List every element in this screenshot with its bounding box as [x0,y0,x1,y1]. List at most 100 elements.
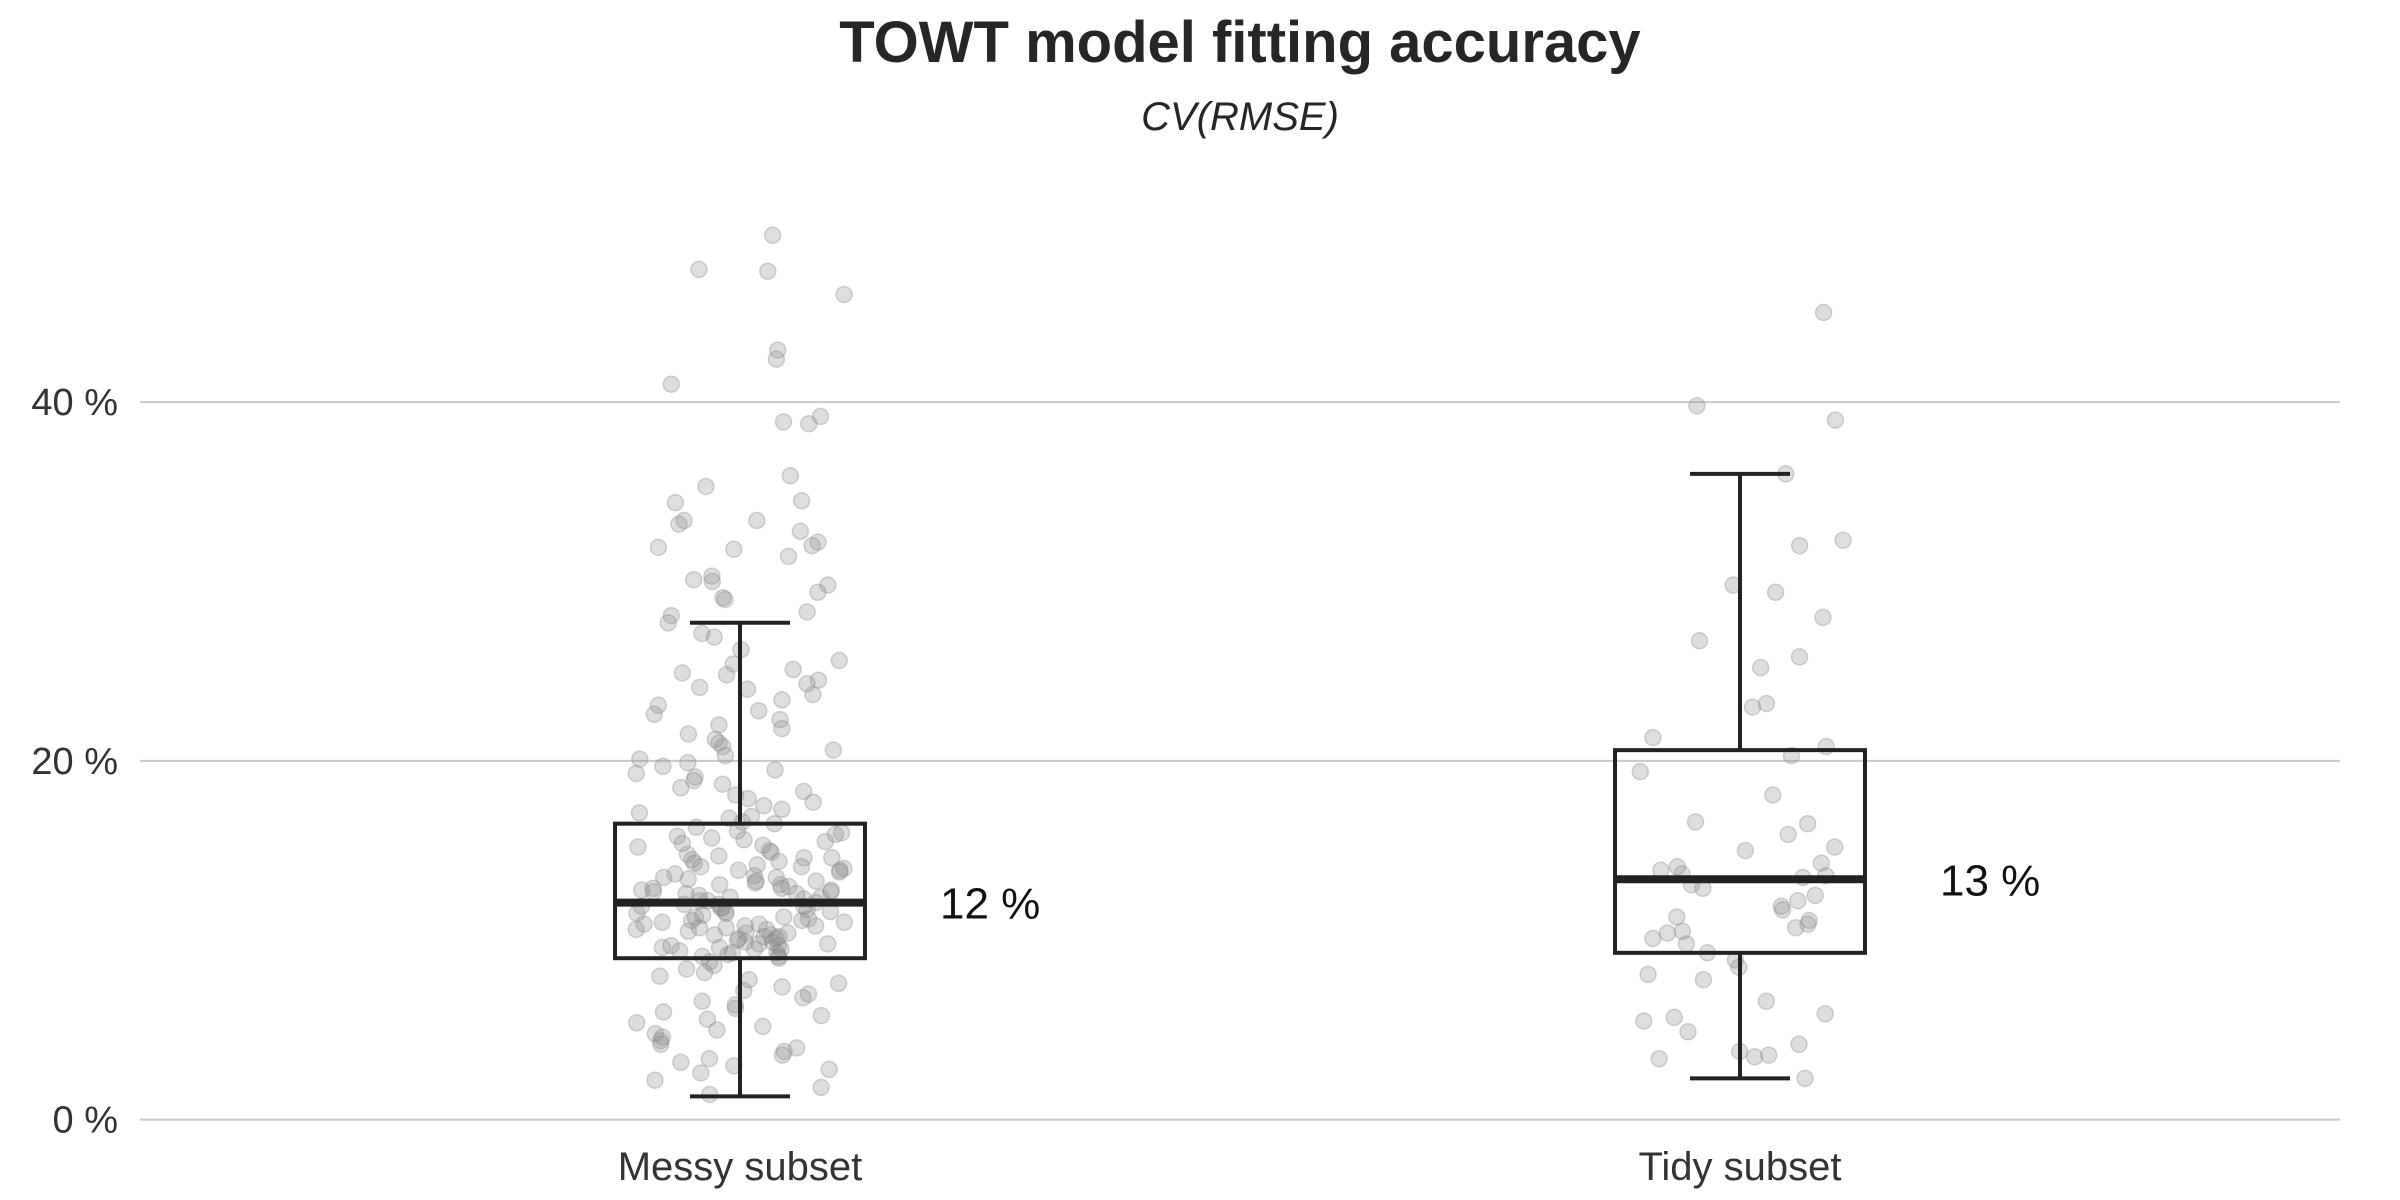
messy-subset-point-103 [822,881,840,899]
messy-subset-point-58 [716,746,735,765]
messy-subset-point-71 [804,793,822,811]
messy-subset-point-187 [736,933,755,951]
messy-subset-point-23 [703,567,721,585]
messy-subset-point-116 [775,908,793,926]
tidy-subset-point-2 [1826,411,1845,429]
messy-subset-point-127 [770,927,788,946]
messy-subset-point-83 [735,831,753,849]
messy-subset-point-163 [652,1035,670,1054]
messy-subset-point-146 [829,974,848,993]
messy-subset-point-120 [750,915,768,933]
messy-subset-point-87 [760,841,779,860]
grid-layer [140,401,2340,1121]
messy-subset-point-164 [787,1039,806,1057]
messy-subset-point-122 [690,918,709,937]
messy-subset-point-156 [698,1010,717,1028]
tidy-subset-point-41 [1658,924,1677,942]
messy-subset-point-2 [759,262,777,280]
messy-subset-point-142 [677,960,696,978]
tidy-subset-point-37 [1800,911,1818,930]
chart-title: TOWT model fitting accuracy [839,10,1640,75]
messy-subset-point-98 [767,868,786,887]
messy-subset-point-215 [823,849,841,867]
messy-subset-point-119 [835,913,854,932]
messy-subset-point-70 [739,789,757,808]
tidy-subset-point-42 [1644,929,1662,948]
messy-subset-point-95 [729,861,748,880]
tidy-subset-point-52 [1635,1012,1653,1030]
messy-subset-point-176 [673,834,692,853]
messy-subset-point-211 [682,911,701,930]
messy-subset-point-1 [690,260,708,279]
messy-subset-point-167 [700,1049,719,1068]
messy-subset-point-46 [773,691,791,709]
points-layer [627,226,1852,1104]
tidy-subset-point-15 [1817,737,1835,756]
tidy-subset-point-43 [1677,935,1696,953]
tidy-subset-point-12 [1757,694,1776,713]
messy-subset-point-144 [651,967,669,985]
messy-subset-point-27 [809,583,827,602]
messy-subset-point-11 [697,477,715,496]
messy-subset-point-118 [793,911,811,930]
messy-subset-point-197 [702,829,721,847]
messy-subset-point-149 [799,985,818,1003]
tidy-subset-point-5 [1790,536,1809,555]
tidy-subset-point-11 [1751,658,1770,677]
tidy-subset-point-0 [1814,303,1833,322]
tidy-subset-point-51 [1665,1008,1683,1027]
messy-subset-point-155 [812,1006,831,1025]
messy-subset-point-219 [705,926,724,944]
messy-subset-point-42 [798,675,816,693]
tidy-subset-point-1 [1688,396,1706,415]
tidy-subset-point-47 [1639,965,1657,984]
x-tick-label-tidy-subset: Tidy subset [1638,1145,1841,1189]
messy-subset-point-180 [679,870,697,889]
messy-subset-point-6 [662,375,681,393]
messy-subset-point-64 [686,768,704,786]
messy-subset-point-203 [717,918,735,937]
messy-subset-point-36 [830,651,849,670]
messy-subset-point-12 [792,492,811,510]
messy-subset-point-32 [659,614,677,632]
tidy-subset-point-57 [1745,1048,1764,1066]
messy-subset-point-25 [703,572,722,591]
messy-subset-point-162 [651,1031,670,1050]
messy-subset-point-159 [708,1021,726,1039]
messy-subset-point-9 [800,414,818,433]
messy-subset-point-85 [754,836,772,854]
messy-subset-point-133 [653,938,672,957]
messy-subset-point-74 [630,804,649,822]
messy-subset-point-92 [685,854,704,872]
messy-subset-point-154 [654,1003,673,1021]
messy-subset-point-22 [779,547,798,566]
messy-subset-point-208 [755,927,773,946]
messy-subset-point-129 [728,931,747,950]
tidy-subset-point-9 [1690,631,1709,650]
messy-subset-point-0 [763,226,782,245]
tidy-subset-point-59 [1796,1069,1814,1088]
messy-subset-point-47 [649,696,668,715]
messy-subset-point-173 [812,1078,830,1097]
messy-subset-point-131 [819,935,837,953]
messy-subset-point-63 [627,764,645,783]
tidy-subset-point-24 [1812,854,1831,872]
messy-subset-point-177 [678,845,697,863]
messy-subset-point-99 [807,872,825,890]
messy-subset-point-60 [679,753,697,772]
tidy-subset-point-4 [1834,531,1852,550]
messy-subset-point-40 [717,666,736,684]
messy-subset-point-151 [693,992,711,1011]
messy-subset-point-198 [772,879,791,898]
messy-subset-point-143 [695,963,714,982]
messy-subset-point-54 [706,730,725,749]
tidy-subset-point-56 [1759,1046,1778,1064]
tidy-subset-point-7 [1766,583,1785,602]
tidy-subset-point-54 [1790,1035,1808,1054]
messy-subset-point-209 [710,938,729,957]
messy-subset-point-72 [755,796,773,815]
tidy-subset-point-20 [1798,814,1817,833]
messy-subset-point-57 [824,741,843,759]
messy-subset-point-39 [673,664,692,682]
